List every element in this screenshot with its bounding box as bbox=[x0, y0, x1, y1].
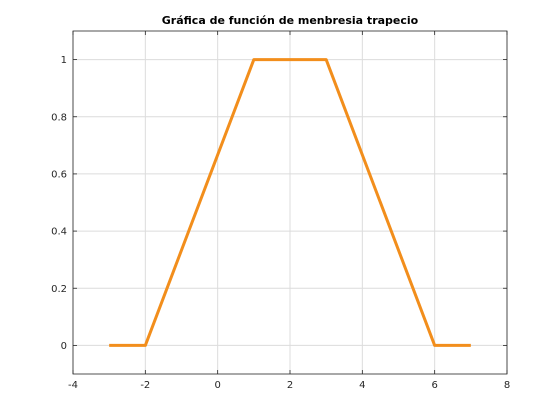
x-tick-label: 0 bbox=[214, 380, 220, 391]
x-tick-label: 2 bbox=[287, 380, 293, 391]
x-tick-label: 4 bbox=[359, 380, 365, 391]
y-tick-label: 0.4 bbox=[51, 227, 67, 238]
y-tick-label: 0.8 bbox=[51, 112, 67, 123]
y-tick-label: 0.2 bbox=[51, 284, 67, 295]
tick-labels: -4 -2 0 2 4 6 8 0 0.2 0.4 0.6 0.8 1 bbox=[51, 55, 510, 391]
y-tick-label: 0 bbox=[61, 341, 67, 352]
x-tick-label: -4 bbox=[68, 380, 78, 391]
y-tick-label: 1 bbox=[61, 55, 67, 66]
ticks bbox=[72, 31, 508, 374]
x-tick-label: 8 bbox=[504, 380, 510, 391]
grid bbox=[72, 31, 508, 374]
series-layer bbox=[109, 58, 471, 347]
series-line bbox=[109, 58, 471, 347]
x-tick-label: -2 bbox=[140, 380, 150, 391]
chart-title: Gráfica de función de menbresia trapecio bbox=[162, 14, 419, 27]
y-tick-label: 0.6 bbox=[51, 169, 67, 180]
x-tick-label: 6 bbox=[431, 380, 437, 391]
